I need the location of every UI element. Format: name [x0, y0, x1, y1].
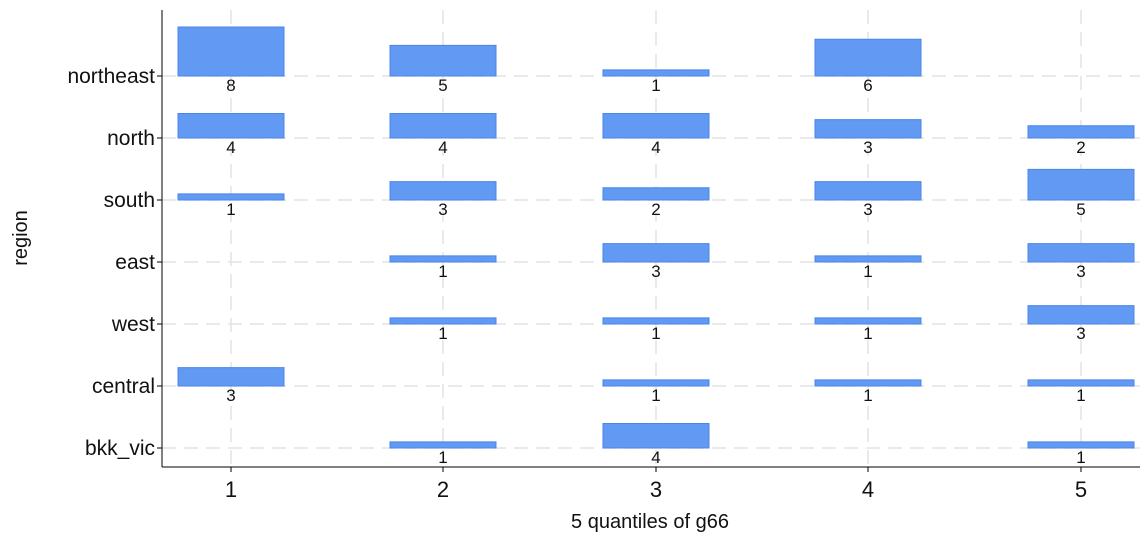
bar-northeast-q4 — [814, 38, 922, 77]
data-label-south-q2: 3 — [438, 200, 447, 219]
bar-north-q4 — [814, 119, 922, 139]
bar-west-q4 — [814, 317, 922, 325]
bar-east-q2 — [389, 255, 497, 263]
data-label-west-q5: 3 — [1076, 324, 1085, 343]
bar-northeast-q1 — [177, 26, 285, 77]
y-axis-title: region — [10, 210, 32, 266]
bar-east-q4 — [814, 255, 922, 263]
bar-layer — [177, 26, 1135, 449]
bar-central-q4 — [814, 379, 922, 387]
bar-central-q3 — [602, 379, 710, 387]
bar-south-q4 — [814, 181, 922, 201]
data-label-central-q3: 1 — [651, 386, 660, 405]
bar-west-q2 — [389, 317, 497, 325]
bar-south-q5 — [1027, 168, 1135, 201]
data-label-north-q3: 4 — [651, 138, 660, 157]
bar-bkk_vic-q5 — [1027, 441, 1135, 449]
y-tick-label-bkk_vic: bkk_vic — [85, 437, 155, 460]
data-label-west-q4: 1 — [863, 324, 872, 343]
data-label-west-q3: 1 — [651, 324, 660, 343]
data-label-central-q4: 1 — [863, 386, 872, 405]
axis-layer: northeast north south east west central bkk_vi… — [67, 10, 1140, 502]
data-label-south-q4: 3 — [863, 200, 872, 219]
data-label-south-q5: 5 — [1076, 200, 1085, 219]
bar-central-q5 — [1027, 379, 1135, 387]
bar-bkk_vic-q2 — [389, 441, 497, 449]
y-tick-label-south: south — [104, 189, 155, 212]
data-label-layer: 8 5 1 6 4 4 4 3 2 1 3 2 3 5 1 3 1 3 1 1 1 3 3 1 1 1 1 4 1 — [226, 76, 1085, 467]
data-label-east-q5: 3 — [1076, 262, 1085, 281]
bar-east-q5 — [1027, 243, 1135, 263]
bar-south-q3 — [602, 187, 710, 201]
data-label-south-q1: 1 — [226, 200, 235, 219]
data-label-bkk_vic-q3: 4 — [651, 448, 660, 467]
data-label-east-q4: 1 — [863, 262, 872, 281]
bar-north-q3 — [602, 113, 710, 139]
y-tick-label-north: north — [107, 127, 155, 150]
data-label-north-q2: 4 — [438, 138, 447, 157]
data-label-west-q2: 1 — [438, 324, 447, 343]
bar-bkk_vic-q3 — [602, 423, 710, 449]
data-label-bkk_vic-q5: 1 — [1076, 448, 1085, 467]
x-tick-label-2: 2 — [437, 477, 449, 502]
x-tick-label-4: 4 — [862, 477, 874, 502]
y-tick-label-northeast: northeast — [67, 65, 155, 88]
bar-northeast-q3 — [602, 69, 710, 77]
x-tick-label-3: 3 — [650, 477, 662, 502]
data-label-central-q1: 3 — [226, 386, 235, 405]
data-label-south-q3: 2 — [651, 200, 660, 219]
bar-south-q2 — [389, 181, 497, 201]
bar-east-q3 — [602, 243, 710, 263]
y-tick-label-west: west — [111, 313, 155, 336]
bar-west-q5 — [1027, 305, 1135, 325]
bar-north-q5 — [1027, 125, 1135, 139]
x-tick-label-5: 5 — [1075, 477, 1087, 502]
x-tick-label-1: 1 — [225, 477, 237, 502]
data-label-bkk_vic-q2: 1 — [438, 448, 447, 467]
y-tick-label-central: central — [92, 375, 155, 398]
bar-south-q1 — [177, 193, 285, 201]
data-label-northeast-q1: 8 — [226, 76, 235, 95]
bar-west-q3 — [602, 317, 710, 325]
data-label-northeast-q3: 1 — [651, 76, 660, 95]
data-label-east-q2: 1 — [438, 262, 447, 281]
data-label-north-q5: 2 — [1076, 138, 1085, 157]
data-label-northeast-q2: 5 — [438, 76, 447, 95]
data-label-north-q4: 3 — [863, 138, 872, 157]
data-label-east-q3: 3 — [651, 262, 660, 281]
data-label-north-q1: 4 — [226, 138, 235, 157]
bar-north-q2 — [389, 113, 497, 139]
data-label-northeast-q4: 6 — [863, 76, 872, 95]
data-label-central-q5: 1 — [1076, 386, 1085, 405]
x-axis-title: 5 quantiles of g66 — [571, 511, 729, 533]
y-tick-label-east: east — [115, 251, 155, 274]
bar-central-q1 — [177, 367, 285, 387]
bar-northeast-q2 — [389, 44, 497, 77]
bar-north-q1 — [177, 113, 285, 139]
